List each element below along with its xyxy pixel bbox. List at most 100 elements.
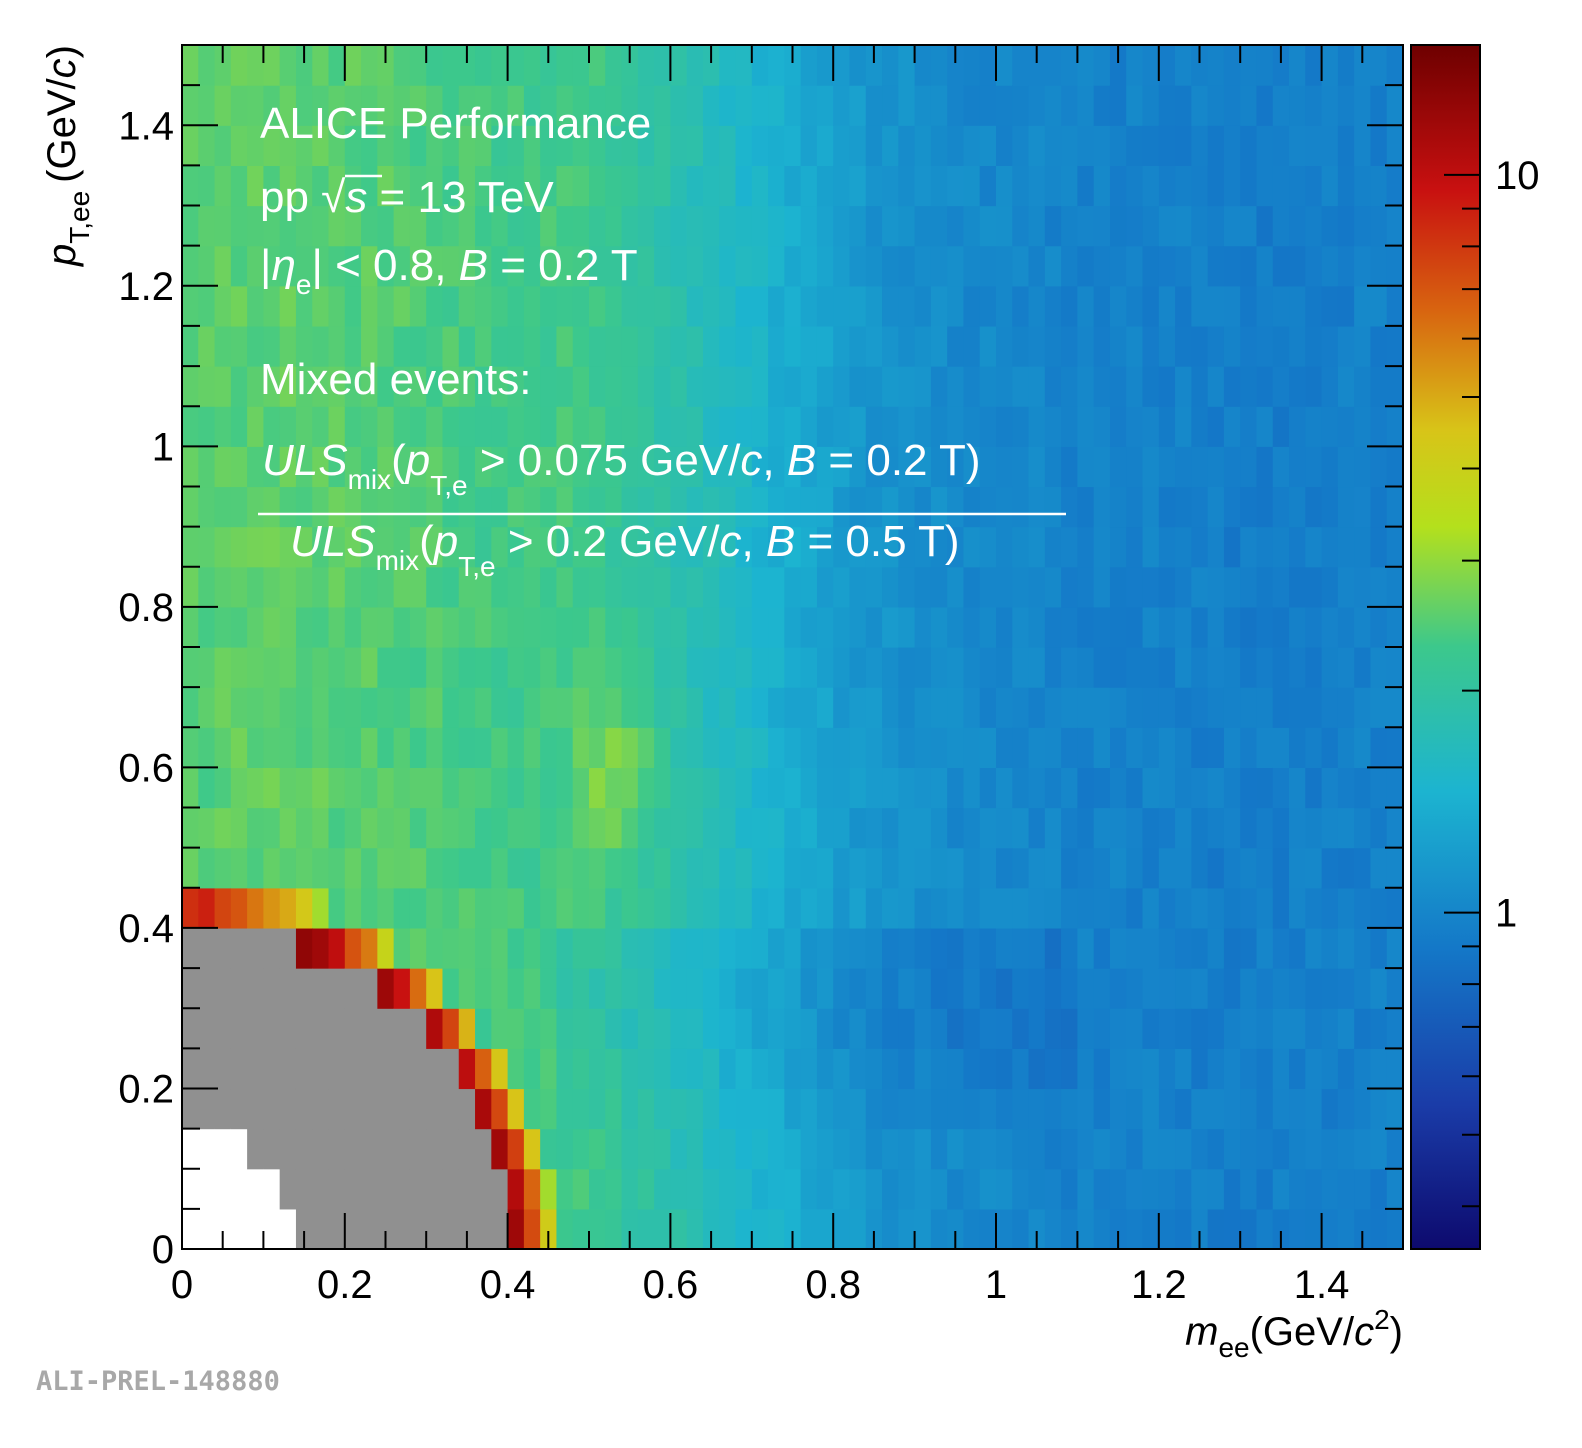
heatmap-cell (295, 927, 313, 969)
heatmap-cell (1370, 887, 1388, 929)
heatmap-cell (198, 1208, 216, 1250)
heatmap-cell (523, 807, 541, 849)
heatmap-cell (230, 968, 248, 1009)
heatmap-cell (833, 1208, 851, 1250)
heatmap-cell (1370, 205, 1388, 247)
heatmap-cell (1386, 687, 1404, 728)
heatmap-cell (475, 526, 492, 568)
heatmap-cell (751, 606, 769, 648)
heatmap-cell (996, 1208, 1013, 1250)
heatmap-cell (996, 847, 1013, 889)
heatmap-cell (1223, 887, 1241, 929)
heatmap-cell (556, 968, 574, 1009)
heatmap-cell (1109, 687, 1127, 728)
heatmap-cell (1321, 968, 1339, 1009)
heatmap-cell (295, 526, 313, 568)
heatmap-cell (1093, 887, 1111, 929)
heatmap-cell (523, 727, 541, 768)
heatmap-cell (784, 1048, 802, 1090)
heatmap-cell (1305, 125, 1323, 166)
heatmap-cell (605, 968, 623, 1009)
heatmap-cell (719, 1208, 737, 1250)
heatmap-cell (263, 285, 281, 327)
heatmap-cell (523, 1048, 541, 1090)
heatmap-cell (409, 887, 427, 929)
heatmap-cell (605, 85, 623, 126)
heatmap-cell (1175, 446, 1192, 488)
heatmap-cell (1175, 406, 1192, 447)
heatmap-cell (312, 887, 330, 929)
heatmap-cell (702, 486, 720, 528)
heatmap-cell (702, 285, 720, 327)
heatmap-cell (1077, 406, 1095, 447)
heatmap-cell (1109, 406, 1127, 447)
heatmap-cell (361, 847, 378, 889)
heatmap-cell (491, 205, 509, 247)
heatmap-cell (1207, 406, 1225, 447)
heatmap-cell (816, 887, 834, 929)
heatmap-cell (702, 406, 720, 447)
heatmap-cell (295, 687, 313, 728)
heatmap-cell (540, 606, 558, 648)
heatmap-cell (263, 566, 281, 608)
preliminary-id-watermark: ALI-PREL-148880 (36, 1366, 280, 1397)
heatmap-cell (1028, 526, 1046, 568)
heatmap-cell (1207, 486, 1225, 528)
heatmap-cell (1028, 165, 1046, 207)
heatmap-cell (507, 285, 525, 327)
heatmap-cell (1191, 325, 1209, 367)
heatmap-cell (1354, 245, 1372, 287)
heatmap-cell (491, 1088, 509, 1130)
heatmap-cell (1289, 1088, 1306, 1130)
heatmap-cell (1044, 245, 1062, 287)
heatmap-cell (1240, 45, 1258, 86)
heatmap-cell (947, 406, 965, 447)
heatmap-cell (426, 606, 444, 648)
heatmap-cell (979, 526, 997, 568)
heatmap-cell (784, 887, 802, 929)
heatmap-cell (572, 606, 590, 648)
heatmap-cell (491, 366, 509, 407)
heatmap-cell (198, 366, 216, 407)
heatmap-cell (1158, 1048, 1176, 1090)
heatmap-cell (279, 45, 297, 86)
heatmap-cell (735, 1088, 753, 1130)
heatmap-cell (312, 767, 330, 809)
heatmap-cell (898, 45, 916, 86)
heatmap-cell (833, 566, 851, 608)
heatmap-cell (442, 526, 460, 568)
heatmap-cell (1321, 606, 1339, 648)
heatmap-cell (1305, 85, 1323, 126)
heatmap-cell (426, 406, 444, 447)
heatmap-cell (426, 1128, 444, 1170)
heatmap-cell (947, 847, 965, 889)
heatmap-cell (686, 446, 704, 488)
heatmap-cell (1289, 325, 1306, 367)
heatmap-cell (882, 968, 899, 1009)
heatmap-cell (247, 85, 264, 126)
heatmap-cell (556, 45, 574, 86)
heatmap-cell (833, 165, 851, 207)
heatmap-cell (963, 486, 981, 528)
heatmap-cell (361, 887, 378, 929)
heatmap-cell (1337, 526, 1355, 568)
heatmap-cell (702, 1048, 720, 1090)
heatmap-cell (230, 887, 248, 929)
heatmap-cell (1370, 406, 1388, 447)
heatmap-cell (572, 125, 590, 166)
heatmap-cell (1256, 887, 1274, 929)
x-tick-label: 0.4 (480, 1263, 536, 1307)
heatmap-cell (800, 687, 818, 728)
heatmap-cell (523, 205, 541, 247)
heatmap-cell (702, 968, 720, 1009)
heatmap-cell (996, 968, 1013, 1009)
heatmap-cell (621, 968, 639, 1009)
heatmap-cell (751, 366, 769, 407)
heatmap-cell (979, 285, 997, 327)
heatmap-cell (1223, 526, 1241, 568)
heatmap-cell (426, 566, 444, 608)
heatmap-cell (556, 807, 574, 849)
heatmap-cell (279, 325, 297, 367)
heatmap-cell (882, 687, 899, 728)
heatmap-cell (882, 125, 899, 166)
